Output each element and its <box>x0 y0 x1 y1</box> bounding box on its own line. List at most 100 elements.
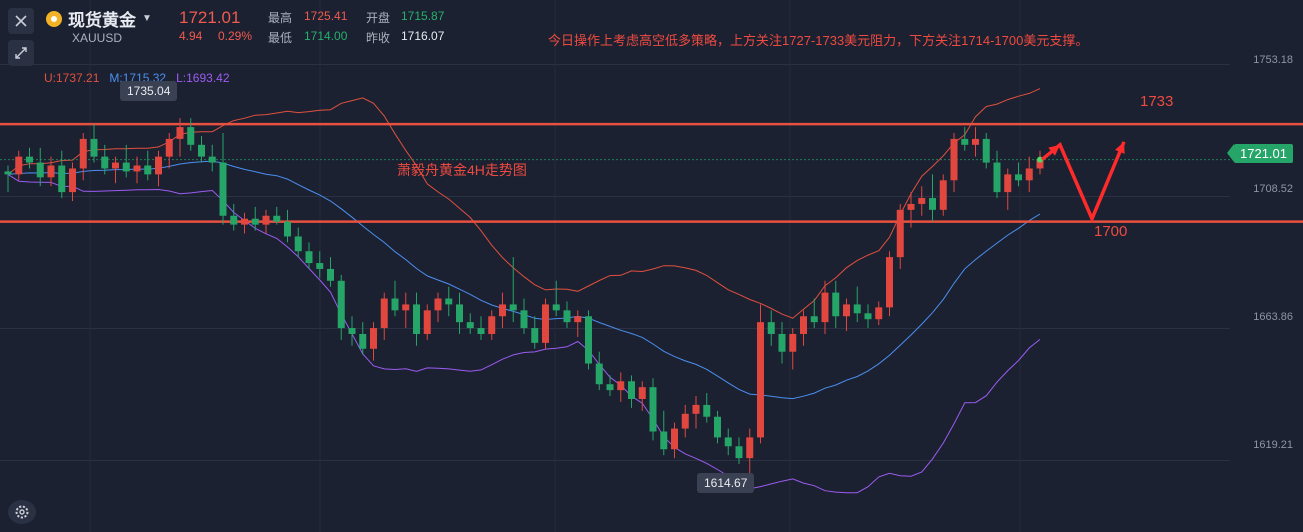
candle-body <box>359 333 367 349</box>
candle-body <box>219 162 227 216</box>
candle-body <box>112 162 119 169</box>
candle-body <box>499 304 506 317</box>
candle-body <box>36 162 44 178</box>
candle-body <box>907 203 915 210</box>
candle-body <box>982 138 990 163</box>
strategy-note: 今日操作上考虑高空低多策略，上方关注1727-1733美元阻力，下方关注1714… <box>548 33 1089 48</box>
candle-body <box>1025 168 1033 181</box>
candle-body <box>284 221 291 237</box>
candle-body <box>929 198 936 210</box>
y-tick-label: 1619.21 <box>1253 439 1293 451</box>
candle-body <box>649 387 657 432</box>
candle-body <box>520 310 528 329</box>
resistance-level-label: 1733 <box>1140 93 1174 110</box>
candle-body <box>638 387 646 399</box>
candle-body <box>509 304 517 311</box>
candle-body <box>1036 159 1044 169</box>
candle-body <box>4 171 12 175</box>
candle-body <box>950 138 958 181</box>
candle-body <box>15 156 23 175</box>
candle-body <box>208 156 216 163</box>
candlesticks <box>4 118 1044 474</box>
candle-body <box>563 310 571 323</box>
price-change-percent: 0.29% <box>218 29 253 43</box>
candle-body <box>133 165 141 172</box>
legend-upper: U:1737.21 <box>44 71 100 85</box>
low-value: 1714.00 <box>304 29 348 43</box>
candle-body <box>348 328 356 334</box>
candle-body <box>165 138 173 157</box>
candle-body <box>972 138 979 145</box>
candle-body <box>47 165 55 178</box>
candle-body <box>832 292 840 317</box>
bollinger-bands <box>7 88 1041 494</box>
open-label: 开盘 <box>366 11 391 25</box>
close-button[interactable] <box>8 8 34 34</box>
candle-body <box>531 328 539 343</box>
candle-body <box>789 333 797 352</box>
chevron-down-icon[interactable]: ▼ <box>142 13 152 24</box>
candle-body <box>413 304 420 334</box>
candle-body <box>714 416 721 438</box>
arrow-head <box>1115 141 1125 154</box>
candle-body <box>251 218 259 225</box>
candle-body <box>155 156 162 175</box>
candle-body <box>961 138 969 145</box>
candle-body <box>864 313 872 320</box>
gold-coin-icon <box>46 10 62 27</box>
candle-body <box>380 298 388 329</box>
candle-body <box>488 316 496 334</box>
candle-body <box>327 268 334 281</box>
candle-body <box>671 428 678 450</box>
candle-body <box>294 236 302 252</box>
candle-body <box>187 127 195 145</box>
current-price-tag: 1721.01 <box>1227 144 1293 163</box>
candle-body <box>821 292 829 323</box>
candle-body <box>466 322 474 329</box>
candle-body <box>606 384 614 391</box>
candle-body <box>585 316 592 364</box>
candle-body <box>144 165 152 175</box>
high-value: 1725.41 <box>304 9 348 23</box>
candle-body <box>993 162 1001 193</box>
symbol-selector[interactable]: 现货黄金 ▼ <box>46 6 152 31</box>
candle-body <box>58 165 66 193</box>
candle-body <box>918 198 926 204</box>
candle-body <box>1004 174 1012 193</box>
candle-body <box>273 215 281 222</box>
close-icon <box>15 15 27 27</box>
candle-body <box>800 316 807 334</box>
arrow-head <box>1048 144 1060 156</box>
low-callout: 1614.67 <box>697 473 755 493</box>
candle-body <box>574 316 582 323</box>
y-tick-label: 1663.86 <box>1253 311 1293 323</box>
collapse-button[interactable] <box>8 40 34 66</box>
lower-band-line <box>7 173 1041 494</box>
candle-body <box>402 304 410 311</box>
candle-body <box>886 257 893 308</box>
candle-body <box>101 156 109 169</box>
prev-close-label: 昨收 <box>366 31 391 45</box>
high-callout: 1735.04 <box>120 81 178 101</box>
candle-body <box>79 138 87 169</box>
candle-body <box>939 180 947 210</box>
candle-body <box>305 251 313 264</box>
projection-path <box>1040 141 1126 224</box>
symbol-name: 现货黄金 <box>68 11 136 30</box>
candle-body <box>456 304 463 323</box>
candle-body <box>757 322 764 438</box>
candle-body <box>746 437 754 459</box>
current-price: 1721.01 <box>179 8 241 27</box>
candle-body <box>660 431 668 450</box>
shrink-arrows-icon <box>15 47 27 59</box>
candle-body <box>810 316 818 323</box>
chart-title: 萧毅舟黄金4H走势图 <box>397 162 527 178</box>
prev-close-value: 1716.07 <box>401 29 445 43</box>
symbol-code: XAUUSD <box>72 31 123 45</box>
candle-body <box>122 162 130 172</box>
candle-body <box>853 304 861 314</box>
candle-body <box>230 215 238 225</box>
candle-body <box>681 413 689 429</box>
settings-button[interactable] <box>8 500 36 524</box>
